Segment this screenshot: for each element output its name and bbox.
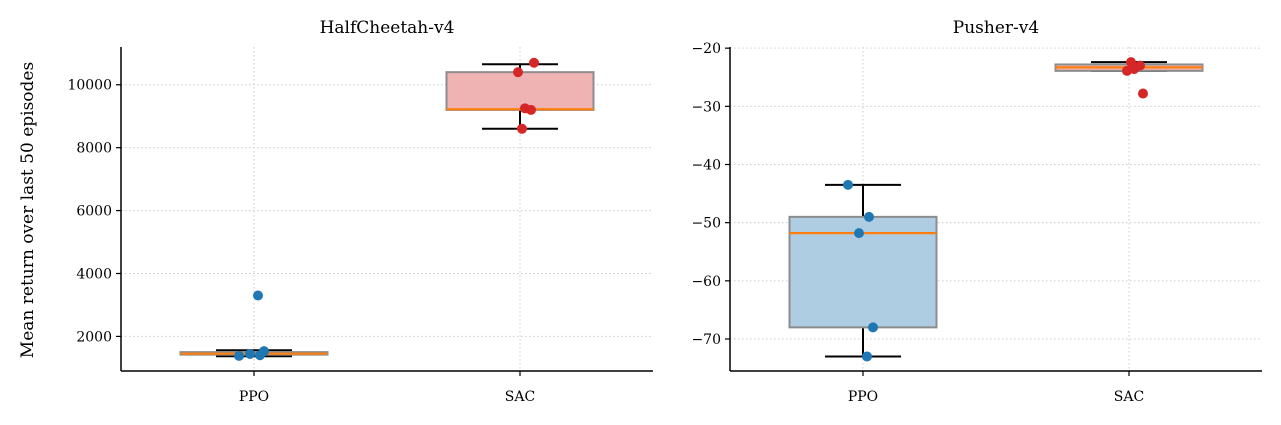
data-point-sac bbox=[517, 123, 527, 134]
data-point-ppo bbox=[864, 211, 874, 222]
data-point-ppo bbox=[843, 179, 853, 190]
data-point-ppo bbox=[868, 322, 878, 333]
x-tick-label: PPO bbox=[239, 389, 269, 405]
panel-title: HalfCheetah-v4 bbox=[320, 18, 455, 38]
y-tick-label: −70 bbox=[691, 332, 721, 348]
box-iqr bbox=[445, 71, 595, 111]
y-tick-label: −40 bbox=[691, 158, 721, 174]
y-tick-label: −30 bbox=[691, 99, 721, 115]
y-tick-label: −50 bbox=[691, 216, 721, 232]
y-tick-label: 10000 bbox=[67, 78, 112, 94]
y-tick-label: 2000 bbox=[76, 329, 112, 345]
x-tick-label: SAC bbox=[505, 389, 535, 405]
data-point-sac bbox=[513, 67, 523, 78]
y-tick-label: −20 bbox=[691, 41, 721, 57]
panel-1: HalfCheetah-v4 2000 4000 6000 8000 10000 PPO SA… bbox=[67, 18, 653, 405]
data-point-ppo bbox=[245, 349, 255, 360]
data-point-ppo bbox=[259, 346, 269, 357]
data-point-sac bbox=[1138, 88, 1148, 99]
y-tick-label: 8000 bbox=[76, 141, 112, 157]
panel-2: Pusher-v4 −70 −60 −50 −40 −30 −20 PPO SAC bbox=[691, 18, 1262, 405]
data-point-ppo bbox=[862, 351, 872, 362]
data-point-ppo bbox=[253, 290, 263, 301]
panel-title: Pusher-v4 bbox=[953, 18, 1039, 38]
x-tick-label: PPO bbox=[848, 389, 878, 405]
y-axis-label: Mean return over last 50 episodes bbox=[18, 62, 38, 358]
y-tick-label: 4000 bbox=[76, 266, 112, 282]
data-point-ppo bbox=[234, 350, 244, 361]
panels: HalfCheetah-v4 2000 4000 6000 8000 10000 PPO SA… bbox=[67, 18, 1262, 405]
box-ppo bbox=[788, 183, 938, 358]
y-tick-label: −60 bbox=[691, 274, 721, 290]
data-point-sac bbox=[1122, 65, 1132, 76]
data-point-ppo bbox=[854, 228, 864, 239]
data-point-sac bbox=[529, 57, 539, 68]
box-sac bbox=[445, 63, 595, 130]
data-point-sac bbox=[520, 103, 530, 114]
y-tick-label: 6000 bbox=[76, 204, 112, 220]
x-tick-label: SAC bbox=[1114, 389, 1144, 405]
